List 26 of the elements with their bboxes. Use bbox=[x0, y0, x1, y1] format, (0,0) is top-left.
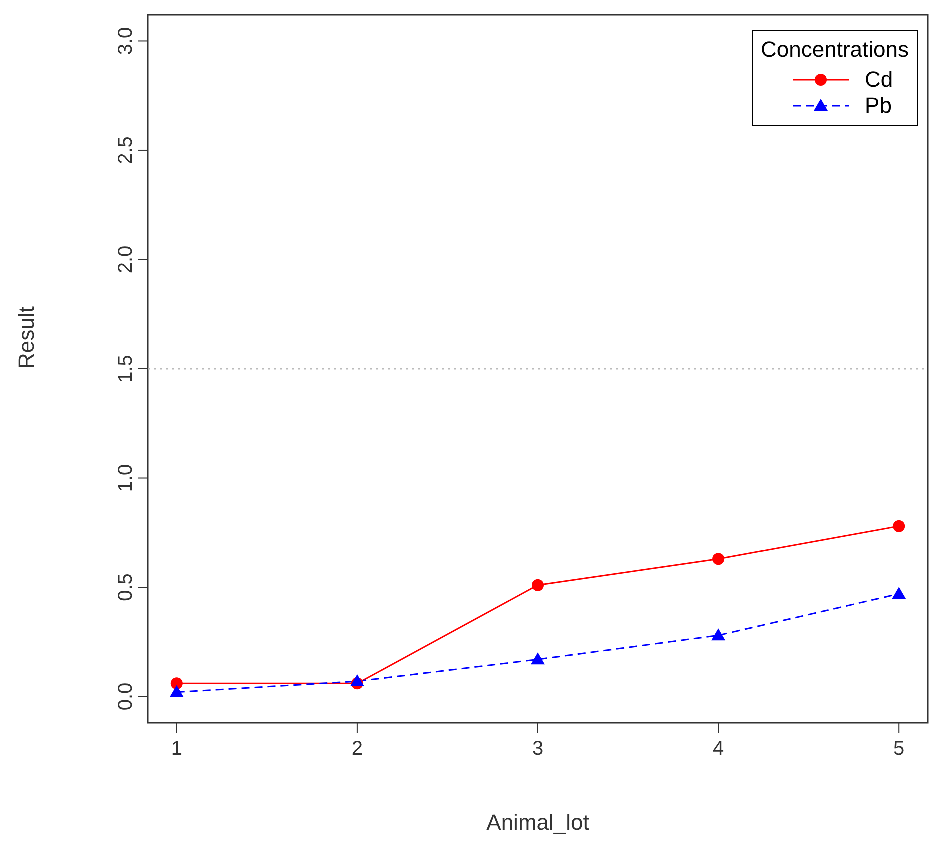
x-tick-label: 1 bbox=[171, 738, 182, 760]
x-axis-title: Animal_lot bbox=[486, 810, 590, 835]
y-tick-label: 2.0 bbox=[115, 246, 137, 274]
point bbox=[532, 579, 544, 592]
point bbox=[712, 553, 725, 566]
point bbox=[712, 628, 726, 641]
legend-title: Concentrations bbox=[761, 37, 909, 63]
x-tick-label: 4 bbox=[712, 738, 724, 760]
x-tick-label: 2 bbox=[352, 738, 364, 760]
legend-label: Cd bbox=[865, 67, 894, 93]
y-tick-label: 1.5 bbox=[115, 355, 137, 383]
x-tick-label: 3 bbox=[532, 738, 544, 760]
y-tick-label: 0.5 bbox=[115, 574, 137, 602]
point bbox=[350, 674, 364, 686]
point bbox=[170, 678, 183, 690]
point bbox=[893, 520, 906, 532]
y-tick-label: 1.0 bbox=[115, 464, 137, 492]
legend-label: Pb bbox=[865, 93, 892, 119]
y-axis-title: Result bbox=[14, 306, 39, 369]
y-tick-label: 0.0 bbox=[115, 682, 137, 711]
y-tick-label: 3.0 bbox=[115, 27, 137, 56]
point bbox=[531, 652, 545, 665]
x-tick-label: 5 bbox=[894, 738, 905, 760]
point bbox=[892, 587, 906, 600]
y-tick-label: 2.5 bbox=[115, 136, 137, 164]
point bbox=[170, 685, 184, 698]
